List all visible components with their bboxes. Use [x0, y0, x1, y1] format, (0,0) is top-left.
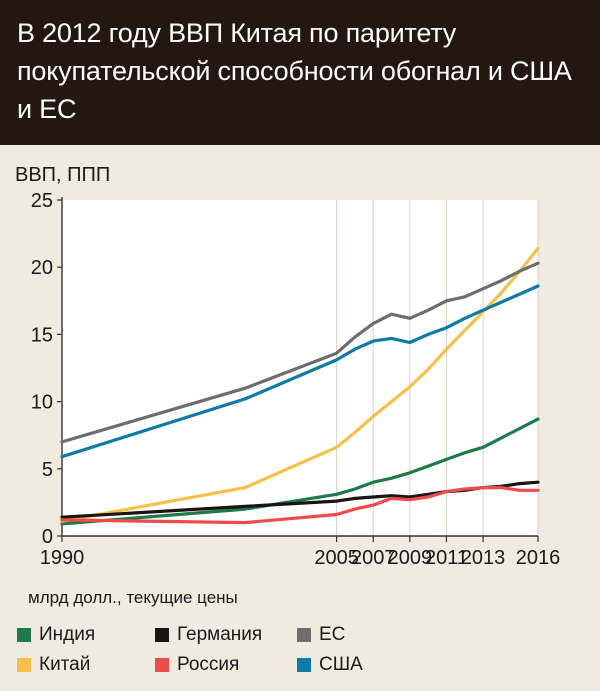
x-tick-label: 2016	[516, 547, 561, 569]
legend-item: США	[297, 654, 363, 676]
legend: Индия Германия ЕС Китай Россия США	[17, 624, 587, 684]
x-tick-label: 2005	[314, 547, 359, 569]
x-tick-label: 2013	[461, 547, 506, 569]
y-axis-label: ВВП, ППП	[15, 164, 110, 186]
series-line-Китай	[60, 246, 540, 523]
x-axis-label: млрд долл., текущие цены	[28, 588, 238, 607]
legend-item: Индия	[17, 624, 95, 646]
series-line-Россия	[60, 486, 540, 525]
legend-swatch	[17, 658, 31, 672]
x-tick-label: 2011	[425, 547, 468, 569]
legend-item: Китай	[17, 654, 90, 676]
series-line-ЕС	[60, 261, 540, 444]
x-tick-label: 1990	[40, 547, 85, 569]
chart-title: В 2012 году ВВП Китая по паритету покупа…	[17, 18, 572, 124]
legend-label: Германия	[177, 624, 263, 645]
legend-swatch	[155, 628, 169, 642]
header-banner: В 2012 году ВВП Китая по паритету покупа…	[0, 0, 600, 145]
legend-label: ЕС	[319, 624, 346, 645]
legend-item: Германия	[155, 624, 262, 646]
legend-swatch	[17, 628, 31, 642]
legend-label: США	[319, 654, 363, 675]
legend-label: Индия	[39, 624, 96, 645]
legend-swatch	[297, 628, 311, 642]
y-tick-label: 25	[31, 190, 53, 212]
series-line-Индия	[60, 417, 540, 526]
y-tick-label: 5	[42, 459, 53, 481]
legend-label: Россия	[177, 654, 240, 675]
legend-swatch	[155, 658, 169, 672]
y-tick-label: 0	[42, 526, 53, 548]
legend-swatch	[297, 658, 311, 672]
legend-item: ЕС	[297, 624, 345, 646]
y-tick-label: 15	[31, 324, 53, 346]
legend-item: Россия	[155, 654, 239, 676]
y-tick-label: 10	[31, 392, 53, 414]
y-tick-label: 20	[31, 257, 53, 279]
x-tick-label: 2007	[351, 547, 396, 569]
series-line-США	[60, 284, 540, 459]
legend-label: Китай	[39, 654, 91, 675]
x-tick-label: 2009	[388, 547, 433, 569]
